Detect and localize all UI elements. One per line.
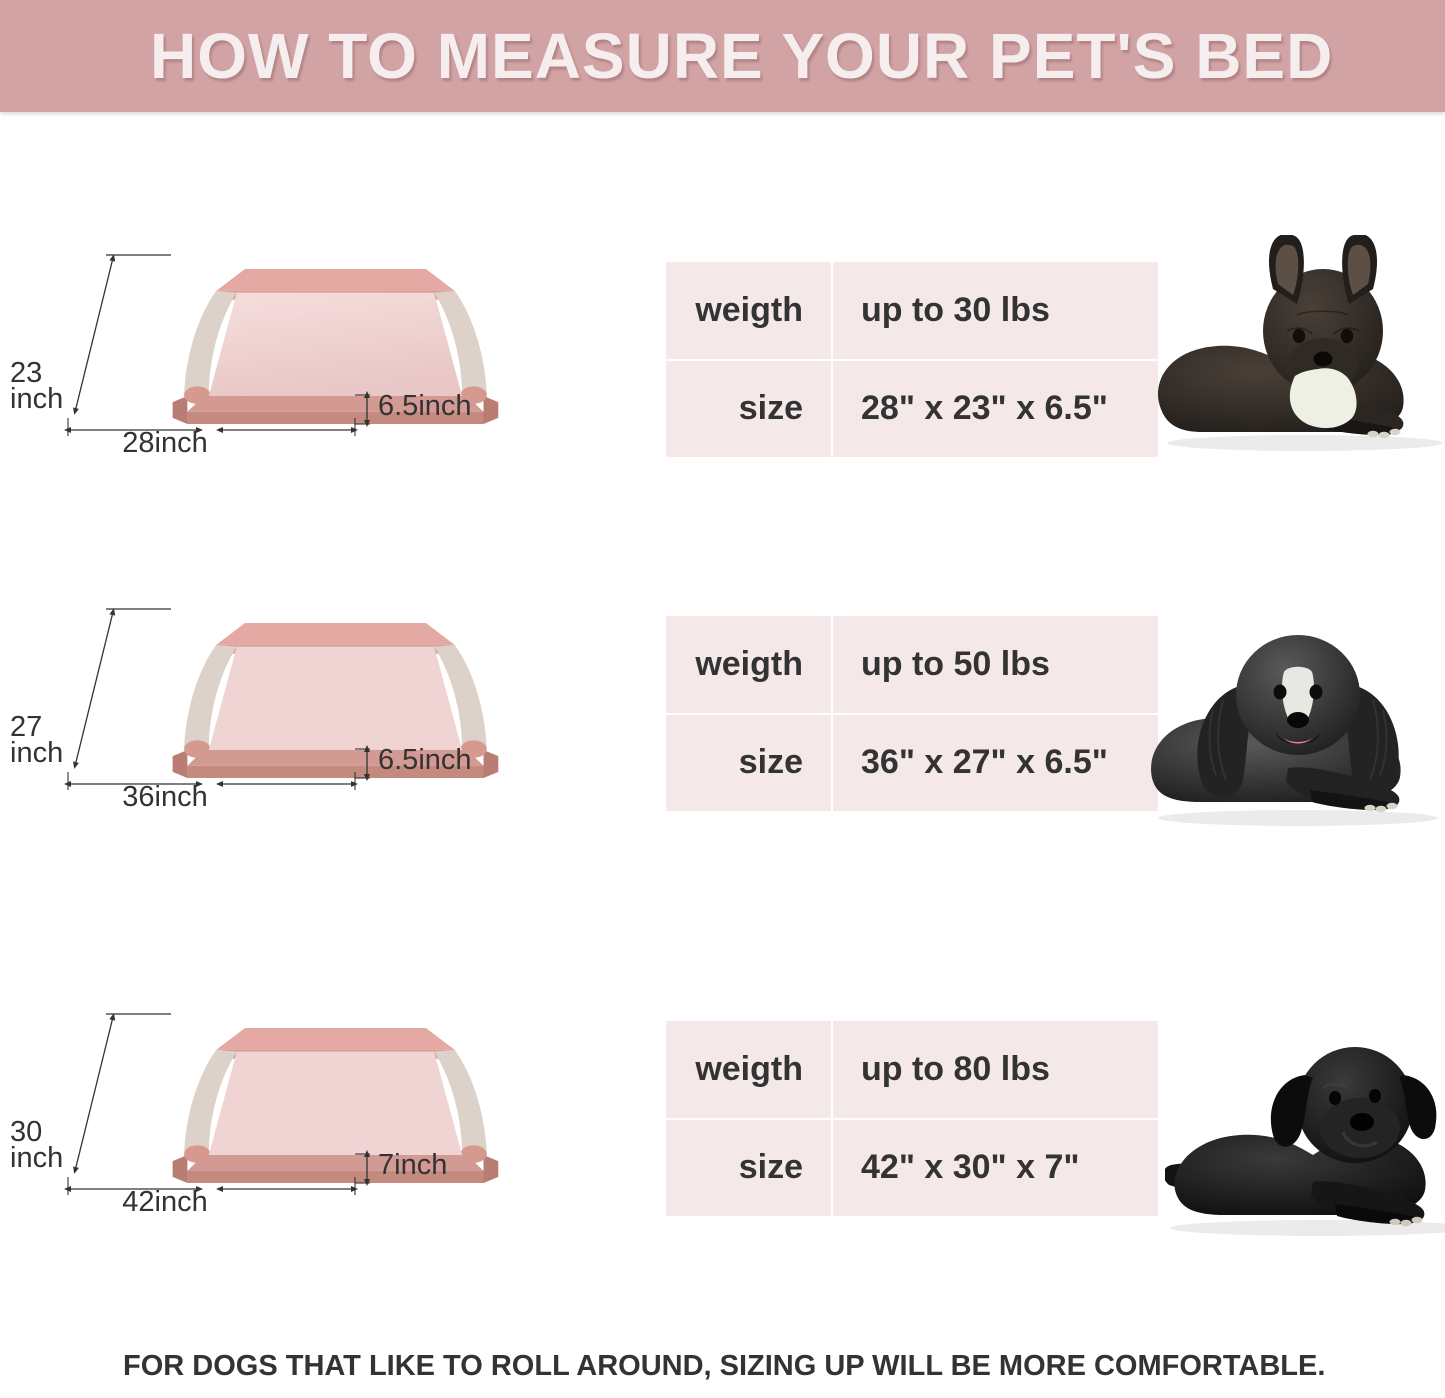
svg-text:7inch: 7inch: [378, 1149, 447, 1181]
svg-text:inch: inch: [10, 1142, 63, 1174]
svg-text:42inch: 42inch: [122, 1186, 207, 1218]
svg-text:6.5inch: 6.5inch: [378, 390, 472, 422]
svg-text:inch: inch: [10, 737, 63, 769]
svg-text:6.5inch: 6.5inch: [378, 744, 472, 776]
svg-text:28inch: 28inch: [122, 427, 207, 459]
svg-text:36inch: 36inch: [122, 781, 207, 813]
svg-text:inch: inch: [10, 383, 63, 415]
